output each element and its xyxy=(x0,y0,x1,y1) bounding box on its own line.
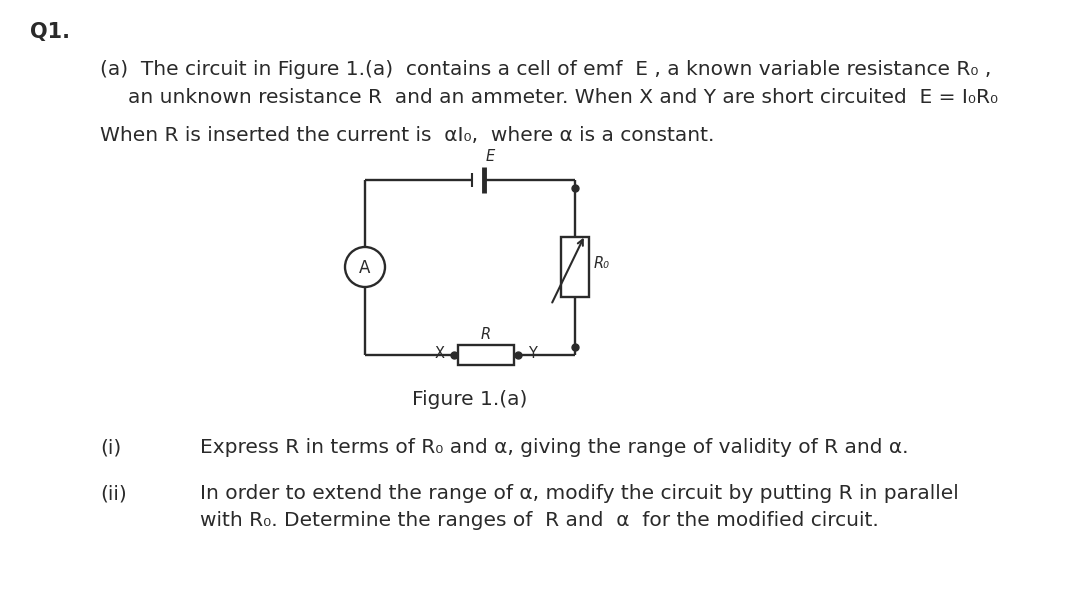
Text: In order to extend the range of α, modify the circuit by putting R in parallel: In order to extend the range of α, modif… xyxy=(200,484,959,503)
Text: R: R xyxy=(481,327,491,342)
Text: Figure 1.(a): Figure 1.(a) xyxy=(413,390,528,409)
Text: X: X xyxy=(435,346,445,361)
Text: E: E xyxy=(486,149,496,164)
Text: Y: Y xyxy=(527,346,537,361)
Text: A: A xyxy=(360,259,370,277)
Circle shape xyxy=(345,247,384,287)
Bar xyxy=(561,237,589,297)
Text: When R is inserted the current is  αI₀,  where α is a constant.: When R is inserted the current is αI₀, w… xyxy=(100,126,714,145)
Text: (i): (i) xyxy=(100,438,121,457)
Text: R₀: R₀ xyxy=(594,256,610,270)
Bar xyxy=(458,345,514,365)
Text: an unknown resistance R  and an ammeter. When X and Y are short circuited  E = I: an unknown resistance R and an ammeter. … xyxy=(129,88,998,107)
Text: with R₀. Determine the ranges of  R and  α  for the modified circuit.: with R₀. Determine the ranges of R and α… xyxy=(200,511,879,530)
Text: (a)  The circuit in Figure 1.(a)  contains a cell of emf  E , a known variable r: (a) The circuit in Figure 1.(a) contains… xyxy=(100,60,991,79)
Text: Q1.: Q1. xyxy=(30,22,70,42)
Text: Express R in terms of R₀ and α, giving the range of validity of R and α.: Express R in terms of R₀ and α, giving t… xyxy=(200,438,908,457)
Text: (ii): (ii) xyxy=(100,484,126,503)
